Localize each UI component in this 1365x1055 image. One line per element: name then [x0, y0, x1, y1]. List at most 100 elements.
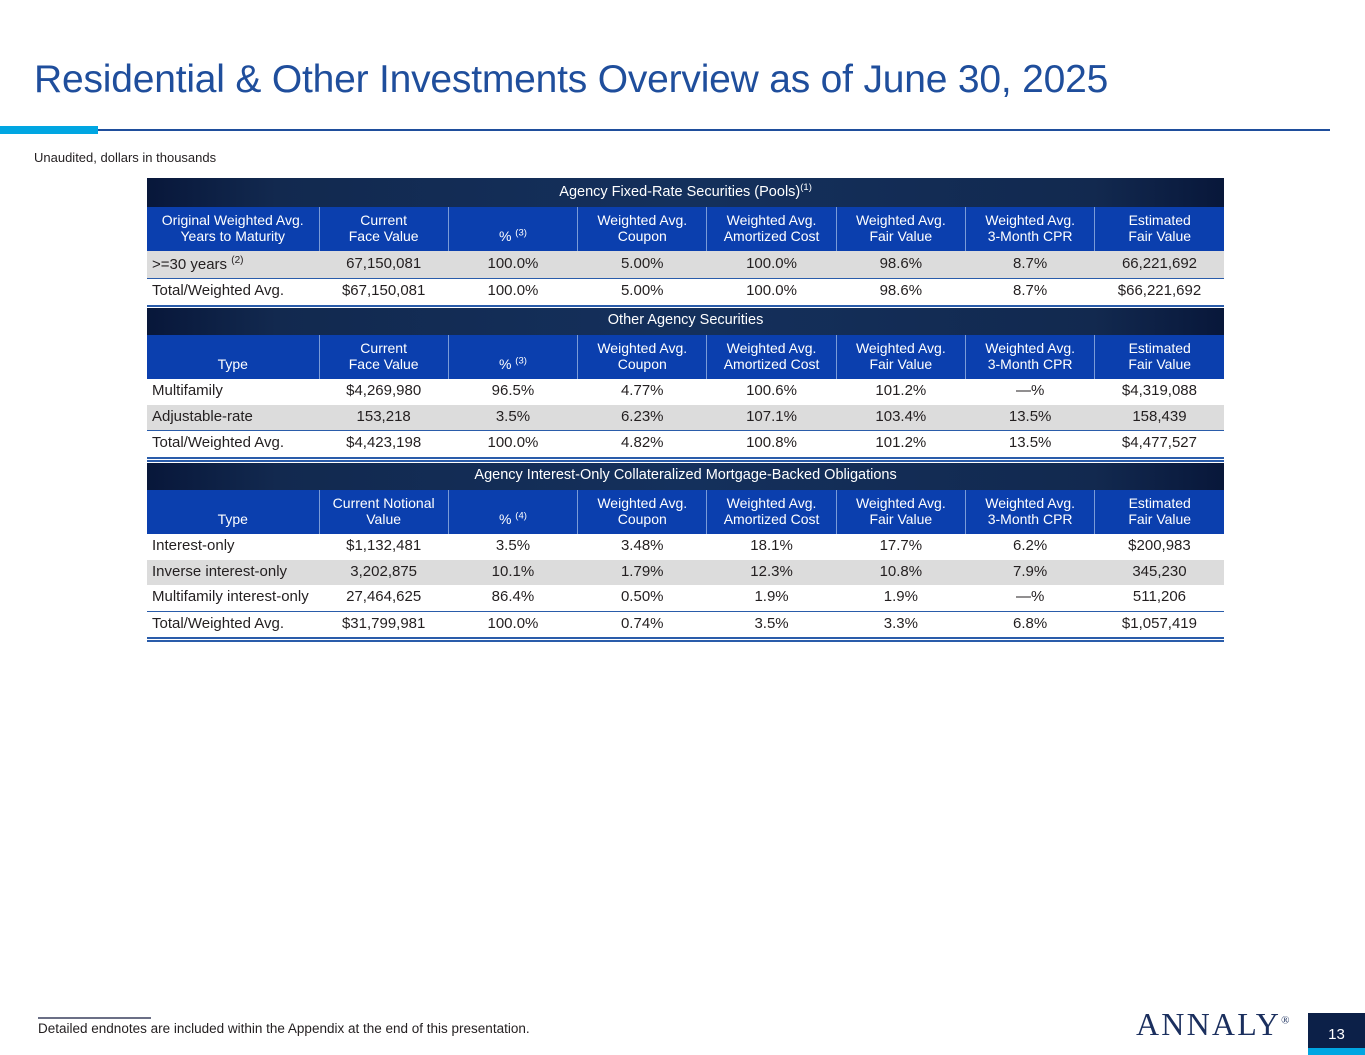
column-header-6: Weighted Avg. 3-Month CPR: [964, 206, 1096, 251]
annaly-logo: ANNALY®: [1136, 1006, 1289, 1043]
table-header-row: Type Current Notional Value% (4) Weighted A…: [147, 489, 1225, 535]
cell-1: 3.5%: [448, 534, 578, 560]
cell-5: —%: [965, 585, 1095, 612]
cell-0: $67,150,081: [319, 278, 449, 305]
table-header-row: Type Current Face Value% (3) Weighted Avg. C…: [147, 334, 1225, 380]
cell-6: $4,477,527: [1094, 430, 1225, 457]
column-header-7: Estimated Fair Value: [1094, 206, 1225, 251]
cell-1: 100.0%: [448, 610, 578, 638]
row-label: Multifamily interest-only: [147, 585, 319, 612]
cell-4: 10.8%: [836, 559, 966, 586]
column-header-0: Type: [147, 334, 320, 380]
footnote-divider: [38, 1017, 151, 1019]
cell-3: 100.0%: [706, 278, 837, 305]
cell-3: 12.3%: [706, 559, 837, 586]
column-header-footnote-ref: (3): [515, 227, 527, 239]
page-number-accent-bar: [1308, 1048, 1365, 1055]
table-bottom-rule: [147, 457, 1224, 462]
accent-bar-cyan: [0, 126, 98, 134]
cell-2: 0.50%: [577, 585, 707, 612]
cell-2: 4.82%: [577, 430, 707, 457]
table-title-band: Agency Fixed-Rate Securities (Pools)(1): [147, 178, 1225, 207]
cell-4: 103.4%: [836, 404, 966, 431]
accent-line-navy: [98, 129, 1330, 131]
cell-1: 100.0%: [448, 250, 578, 279]
cell-3: 100.0%: [706, 250, 837, 279]
column-header-3: Weighted Avg. Coupon: [577, 334, 708, 380]
column-header-0: Original Weighted Avg. Years to Maturity: [147, 206, 320, 251]
cell-4: 101.2%: [836, 430, 966, 457]
row-label: >=30 years (2): [147, 250, 319, 279]
cell-1: 10.1%: [448, 559, 578, 586]
table-total-row: Total/Weighted Avg. $4,423,198 100.0% 4.82%…: [147, 430, 1225, 457]
row-label: Adjustable-rate: [147, 404, 319, 431]
column-header-6: Weighted Avg. 3-Month CPR: [964, 489, 1096, 535]
table-row: Inverse interest-only 3,202,875 10.1% 1.79%…: [147, 559, 1225, 586]
cell-5: 8.7%: [965, 250, 1095, 279]
column-header-1: Current Face Value: [318, 334, 449, 380]
cell-1: 100.0%: [448, 278, 578, 305]
column-header-5: Weighted Avg. Fair Value: [835, 334, 966, 380]
cell-2: 5.00%: [577, 278, 707, 305]
cell-6: 158,439: [1094, 404, 1225, 431]
cell-2: 0.74%: [577, 610, 707, 638]
table-title: Agency Fixed-Rate Securities (Pools)(1): [147, 178, 1225, 207]
table-title-band: Agency Interest-Only Collateralized Mort…: [147, 463, 1225, 490]
cell-3: 100.6%: [706, 379, 837, 405]
table-total-row: Total/Weighted Avg. $31,799,981 100.0% 0.74…: [147, 610, 1225, 638]
column-header-4: Weighted Avg. Amortized Cost: [706, 489, 837, 535]
row-label: Total/Weighted Avg.: [147, 430, 319, 457]
cell-5: 7.9%: [965, 559, 1095, 586]
cell-6: 66,221,692: [1094, 250, 1225, 279]
table-row: Adjustable-rate 153,218 3.5% 6.23% 107.1% 103…: [147, 404, 1225, 431]
brand-wordmark: ANNALY: [1136, 1006, 1282, 1042]
cell-3: 100.8%: [706, 430, 837, 457]
cell-0: $4,423,198: [319, 430, 449, 457]
cell-6: $200,983: [1094, 534, 1225, 560]
cell-3: 1.9%: [706, 585, 837, 612]
cell-1: 100.0%: [448, 430, 578, 457]
column-header-0: Type: [147, 489, 320, 535]
cell-5: 6.8%: [965, 610, 1095, 638]
row-label: Interest-only: [147, 534, 319, 560]
subtitle-units-note: Unaudited, dollars in thousands: [34, 150, 217, 165]
cell-6: 345,230: [1094, 559, 1225, 586]
table-header-row: Original Weighted Avg. Years to Maturity C…: [147, 206, 1225, 251]
row-label: Inverse interest-only: [147, 559, 319, 586]
data-table-table-1: Agency Fixed-Rate Securities (Pools)(1) O…: [147, 178, 1225, 305]
column-header-3: Weighted Avg. Coupon: [577, 489, 708, 535]
column-header-footnote-ref: (4): [515, 510, 527, 522]
cell-5: 13.5%: [965, 404, 1095, 431]
column-header-2: % (4): [447, 489, 579, 535]
column-header-4: Weighted Avg. Amortized Cost: [706, 206, 837, 251]
row-label: Total/Weighted Avg.: [147, 278, 319, 305]
column-header-1: Current Face Value: [318, 206, 449, 251]
title-divider: [0, 126, 1365, 134]
cell-0: 27,464,625: [319, 585, 449, 612]
column-header-6: Weighted Avg. 3-Month CPR: [964, 334, 1096, 380]
cell-3: 18.1%: [706, 534, 837, 560]
table-row: Multifamily $4,269,980 96.5% 4.77% 100.6% 101…: [147, 379, 1225, 405]
cell-2: 6.23%: [577, 404, 707, 431]
column-header-3: Weighted Avg. Coupon: [577, 206, 708, 251]
cell-6: $66,221,692: [1094, 278, 1225, 305]
column-header-5: Weighted Avg. Fair Value: [835, 206, 966, 251]
row-label: Total/Weighted Avg.: [147, 610, 319, 638]
column-header-footnote-ref: (3): [515, 355, 527, 367]
row-label-footnote-ref: (2): [231, 254, 244, 266]
footnote-text: Detailed endnotes are included within th…: [38, 1021, 530, 1036]
cell-5: 6.2%: [965, 534, 1095, 560]
cell-0: $4,269,980: [319, 379, 449, 405]
cell-2: 3.48%: [577, 534, 707, 560]
table-title-footnote-ref: (1): [800, 182, 812, 193]
cell-3: 3.5%: [706, 610, 837, 638]
cell-5: —%: [965, 379, 1095, 405]
column-header-2: % (3): [447, 206, 579, 251]
data-table-table-2: Other Agency Securities Type Current Face V…: [147, 308, 1225, 457]
table-title-band: Other Agency Securities: [147, 308, 1225, 335]
table-row: >=30 years (2) 67,150,081 100.0% 5.00% 100.0…: [147, 250, 1225, 279]
cell-6: 511,206: [1094, 585, 1225, 612]
table-row: Interest-only $1,132,481 3.5% 3.48% 18.1% 17.…: [147, 534, 1225, 560]
cell-5: 8.7%: [965, 278, 1095, 305]
cell-4: 1.9%: [836, 585, 966, 612]
